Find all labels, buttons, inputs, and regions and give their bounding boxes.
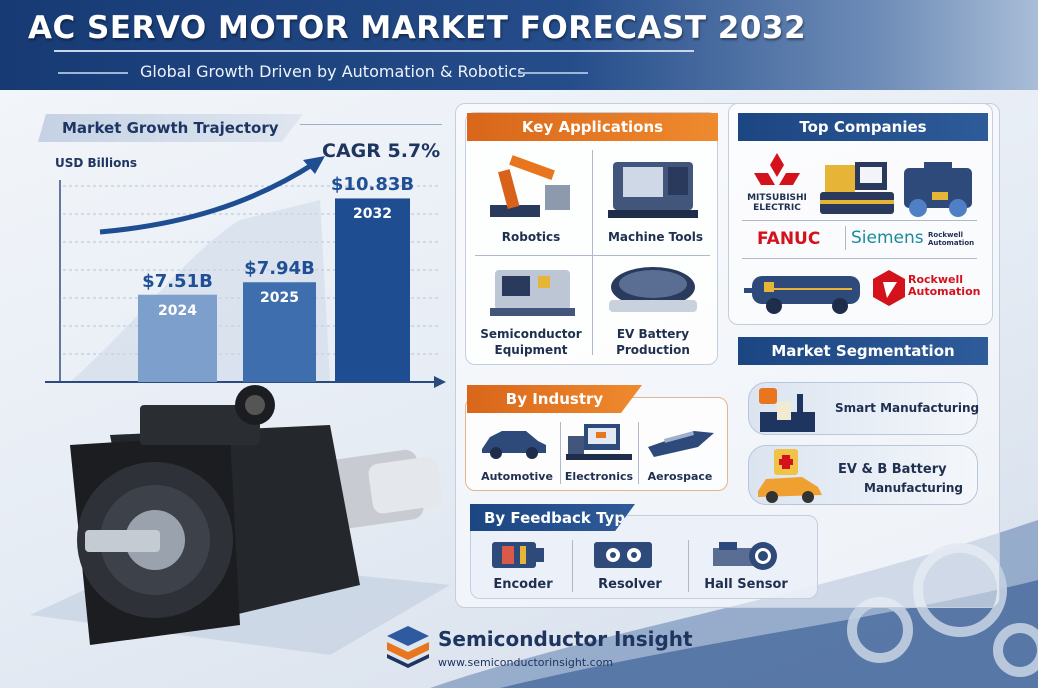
subtitle-rule-right: [518, 72, 588, 74]
hall-sensor-icon: [713, 542, 777, 570]
bar-2025: [243, 282, 316, 382]
car-icon: [482, 431, 546, 459]
bar-category-label: 2024: [158, 302, 197, 319]
electric-vehicle-icon: [744, 276, 860, 314]
top-companies-header: Top Companies: [738, 113, 988, 141]
segment-label-line1: EV & B Battery: [838, 462, 947, 477]
divider: [638, 422, 639, 484]
divider: [592, 150, 593, 355]
x-axis-arrow-icon: [434, 376, 446, 388]
brand-url[interactable]: www.semiconductorinsight.com: [438, 656, 614, 669]
divider: [845, 226, 846, 250]
bar-value-label: $10.83B: [330, 174, 415, 196]
bar-2032: [335, 198, 410, 382]
y-axis-label: USD Billions: [55, 156, 138, 170]
application-robotics: Robotics: [501, 230, 561, 244]
segment-label: Smart Manufacturing: [835, 401, 980, 415]
bar-value-label: $7.51B: [142, 270, 213, 292]
servo-motor-illustration: [30, 385, 450, 655]
company-rockwell-small: Rockwell Automation: [928, 231, 975, 247]
key-applications-header: Key Applications: [467, 113, 718, 141]
key-applications-card: [465, 112, 718, 365]
semiconductor-insight-logo-icon: [387, 626, 429, 668]
divider: [572, 540, 573, 592]
robot-arm-icon: [490, 155, 570, 217]
semiconductor-tool-icon: [490, 270, 575, 316]
divider: [560, 422, 561, 484]
application-machine-tools: Machine Tools: [607, 230, 703, 244]
ev-car-icon: [758, 449, 822, 503]
application-ev-battery-production: EV Battery Production: [616, 327, 690, 357]
industry-electronics: Electronics: [564, 470, 634, 483]
battery-module-icon: [609, 267, 697, 312]
divider: [742, 258, 977, 259]
subtitle: Global Growth Driven by Automation & Rob…: [140, 62, 526, 81]
bar-category-label: 2032: [353, 206, 392, 223]
bar-value-label: $7.94B: [244, 258, 315, 280]
by-industry-header: By Industry: [467, 385, 642, 413]
trend-arrow: [99, 160, 317, 235]
mitsubishi-logo-icon: [754, 153, 800, 185]
market-segmentation-header: Market Segmentation: [738, 337, 988, 365]
subtitle-rule-left: [58, 72, 128, 74]
servo-drive-icon: [820, 162, 894, 214]
industry-automotive: Automotive: [481, 470, 553, 483]
feedback-resolver: Resolver: [598, 577, 662, 592]
chart-tab-line: [300, 124, 442, 125]
resolver-icon: [594, 542, 652, 568]
page-title: AC SERVO MOTOR MARKET FORECAST 2032: [28, 10, 807, 46]
factory-icon: [759, 388, 815, 432]
company-fanuc: FANUC: [757, 229, 821, 249]
feedback-encoder: Encoder: [493, 577, 553, 592]
divider: [742, 220, 977, 221]
segment-label-line2: Manufacturing: [864, 481, 963, 495]
trend-arrow-head-icon: [303, 156, 325, 174]
company-siemens: Siemens: [851, 228, 924, 248]
bar-chart: [45, 156, 446, 388]
company-rockwell-automation: Rockwell Automation: [908, 273, 981, 298]
company-mitsubishi-electric: MITSUBISHI ELECTRIC: [747, 193, 807, 213]
rockwell-logo-icon: [873, 270, 905, 306]
by-feedback-header: By Feedback Type: [470, 504, 635, 531]
divider: [688, 540, 689, 592]
header-banner: [0, 0, 1038, 90]
application-semiconductor-equipment: Semiconductor Equipment: [480, 327, 582, 357]
industry-aerospace: Aerospace: [647, 470, 713, 483]
brand-name: Semiconductor Insight: [438, 627, 693, 651]
encoder-icon: [492, 542, 544, 568]
feedback-hall-sensor: Hall Sensor: [704, 577, 788, 592]
electronics-machine-icon: [566, 424, 632, 460]
chart-section-tab: Market Growth Trajectory: [38, 114, 303, 142]
title-divider: [54, 50, 694, 52]
cagr-annotation: CAGR 5.7%: [322, 140, 441, 162]
divider: [475, 255, 710, 256]
agv-robot-icon: [904, 162, 972, 217]
bar-category-label: 2025: [260, 290, 299, 307]
airplane-icon: [648, 431, 714, 457]
cnc-machine-icon: [608, 162, 698, 218]
bar-2024: [138, 294, 217, 382]
